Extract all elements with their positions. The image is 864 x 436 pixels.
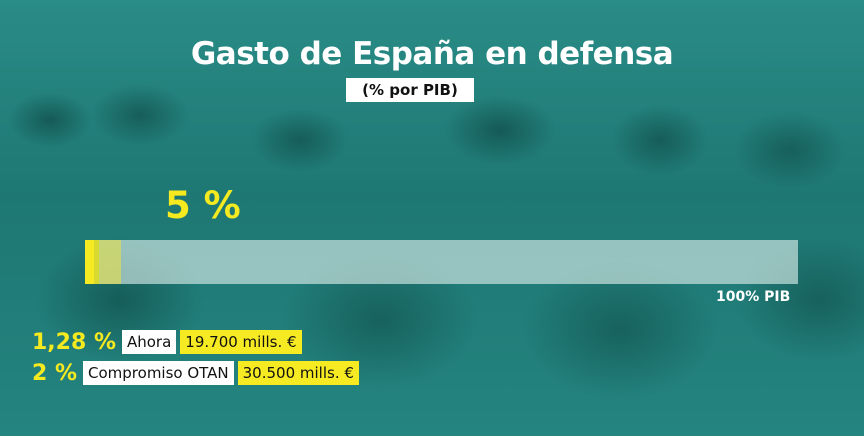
legend-row-compromiso-otan: 2 % Compromiso OTAN 30.500 mills. € <box>32 360 359 386</box>
highlight-value-label: 5 % <box>165 184 241 227</box>
legend-label-otan: Compromiso OTAN <box>83 361 234 385</box>
legend-row-ahora: 1,28 % Ahora 19.700 mills. € <box>32 329 302 355</box>
legend-label-ahora: Ahora <box>121 330 177 354</box>
bar-scale-label: 100% PIB <box>716 289 791 305</box>
legend-pct-ahora: 1,28 % <box>32 329 116 355</box>
chart-title: Gasto de España en defensa <box>190 36 674 72</box>
bar-segment-ahora <box>85 240 94 284</box>
chart-subtitle: (% por PIB) <box>346 78 474 102</box>
legend-amount-otan: 30.500 mills. € <box>237 361 359 385</box>
legend-amount-ahora: 19.700 mills. € <box>180 330 302 354</box>
bar-track <box>85 240 798 284</box>
legend-pct-otan: 2 % <box>32 360 78 386</box>
